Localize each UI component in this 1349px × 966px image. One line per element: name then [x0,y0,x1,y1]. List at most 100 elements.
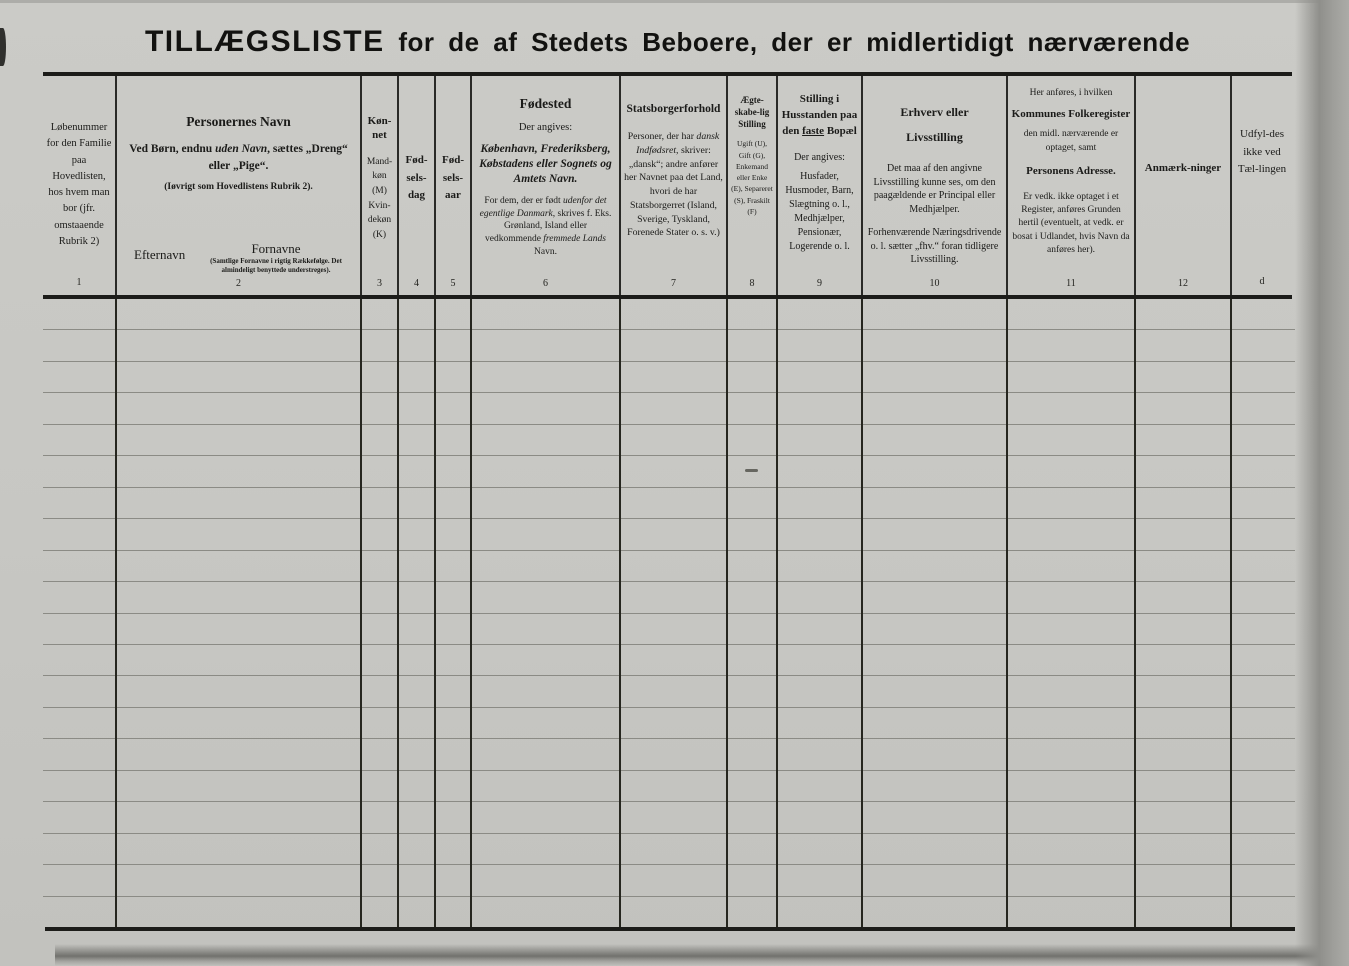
surname-label: Efternavn [134,247,186,263]
note-text-italic: udenfor det egentlige Danmark [479,195,607,219]
header-intro: Der angives: [518,121,573,133]
title-text-underlined: faste [802,124,825,137]
scan-artifact-blob [0,28,6,66]
note-text: Ved Børn, endnu [129,142,216,155]
table-row [43,645,1295,677]
column-line [472,299,621,927]
column-number: 7 [671,277,676,289]
column-number: 1 [76,276,82,288]
firstnames-label: Fornavne [251,241,301,257]
header-text: Løbenummer for den Familie paa Hovedlist… [46,122,112,247]
table-row [43,865,1295,897]
table-row [43,802,1295,834]
column-line [621,299,728,927]
table-row [43,834,1295,866]
header-cell-family-number: Løbenummer for den Familie paa Hovedlist… [43,76,117,295]
header-title: Statsborgerforhold [626,103,721,115]
note-text: For dem, der er født [484,195,564,206]
header-title: Køn-net [367,115,392,142]
header-title: Fød-sels-dag [405,154,428,202]
column-line [778,299,863,927]
column-line [117,299,362,927]
header-note: Mand-køn (M) Kvin-dekøn (K) [366,156,393,241]
page-edge-bottom-shadow [55,944,1349,966]
table-row [43,362,1295,394]
note-text-italic: fremmede Lands [543,234,607,245]
page-edge-right-shadow [1295,0,1349,966]
name-sublabels: Efternavn Fornavne (Samtlige Fornavne i … [120,241,357,275]
table-row [43,676,1295,708]
title-text: Stilling i Husstanden paa den [781,93,858,137]
header-text: Udfyl-des ikke ved Tæl-lingen [1237,128,1287,176]
header-cell-not-filled: Udfyl-des ikke ved Tæl-lingen d [1232,76,1292,295]
table-bottom-rule [45,927,1295,931]
table-row [43,551,1295,583]
header-cell-birthplace: Fødested Der angives: København, Frederi… [472,76,621,295]
table-row [43,582,1295,614]
column-line [436,299,472,927]
note-text: Navn. [534,247,557,258]
header-cell-citizenship: Statsborgerforhold Personer, der har dan… [621,76,728,295]
note-text-italic: dansk Indfødsret [636,131,720,157]
header-bottom-rule [43,295,1292,299]
table-row [43,425,1295,457]
page-edge-top-shadow [0,0,1349,3]
firstnames-note: (Samtlige Fornavne i rigtig Rækkefølge. … [210,257,342,275]
header-title: Stilling i Husstanden paa den faste Bopæ… [781,92,858,140]
table-row [43,299,1295,331]
column-line [362,299,399,927]
header-intro: Her anføres, i hvilken [1029,88,1113,98]
table-row [43,393,1295,425]
header-cell-household-position: Stilling i Husstanden paa den faste Bopæ… [778,76,863,295]
column-number: 10 [929,277,940,289]
header-cell-birthday: Fød-sels-dag 4 [399,76,436,295]
column-number: 12 [1178,277,1188,289]
header-cell-marital-status: Ægte-skabe-lig Stilling Ugift (U), Gift … [728,76,778,295]
header-note: Det maa af den angivne Livsstilling kunn… [873,163,996,215]
column-number: 3 [377,277,382,289]
header-note: Husfader, Husmoder, Barn, Slægtning o. l… [785,171,854,253]
column-line [1008,299,1136,927]
header-cell-population-register: Her anføres, i hvilken Kommunes Folkereg… [1008,76,1136,295]
header-cell-birthyear: Fød-sels-aar 5 [436,76,472,295]
column-number: 4 [414,277,419,289]
column-number: 9 [817,277,822,289]
column-line [43,299,117,927]
table-body-rows [43,299,1295,927]
note-text: , sættes „Dreng“ eller „Pige“. [208,142,348,173]
column-number: 8 [749,277,755,289]
column-number: 5 [450,277,456,289]
table-row [43,488,1295,520]
table-row [43,708,1295,740]
scan-artifact-dash [745,469,758,472]
header-subnote: (Iøvrigt som Hovedlistens Rubrik 2). [164,182,313,193]
table-row [43,771,1295,803]
header-note: København, Frederiksberg, Købstadens ell… [479,143,612,185]
header-title: Kommunes Folkeregister [1011,107,1131,120]
page-title: TILLÆGSLISTE for de af Stedets Beboere, … [43,25,1292,59]
column-number: d [1259,276,1265,287]
header-title: Fødested [519,96,572,111]
header-note: Personer, der har dansk Indfødsret, skri… [624,130,723,240]
table-row [43,519,1295,551]
header-note: den midl. nærværende er optaget, samt [1023,129,1119,153]
table-row [43,456,1295,488]
column-line [863,299,1008,927]
header-subnote: Forhenværende Næringsdrivende o. l. sætt… [867,227,1002,266]
note-text: , skrives f. Eks. Grønland, Island eller… [484,208,612,245]
header-note: Ved Børn, endnu uden Navn, sættes „Dreng… [120,141,357,176]
header-cell-sex: Køn-net Mand-køn (M) Kvin-dekøn (K) 3 [362,76,399,295]
table-body-column-lines [43,299,1292,927]
header-cell-occupation: Erhverv eller Livsstilling Det maa af de… [863,76,1008,295]
header-cell-name: Personernes Navn Ved Børn, endnu uden Na… [117,76,362,295]
column-number: 2 [236,277,241,289]
page-title-word: TILLÆGSLISTE [144,25,385,58]
table-row [43,739,1295,771]
column-line [1232,299,1292,927]
header-cell-remarks: Anmærk-ninger 12 [1136,76,1232,295]
column-line [1136,299,1232,927]
page-title-rest: for de af Stedets Beboere, der er midler… [384,27,1191,57]
firstnames-label-group: Fornavne (Samtlige Fornavne i rigtig Ræk… [201,241,351,275]
column-line [728,299,778,927]
title-text: Bopæl [824,124,857,137]
